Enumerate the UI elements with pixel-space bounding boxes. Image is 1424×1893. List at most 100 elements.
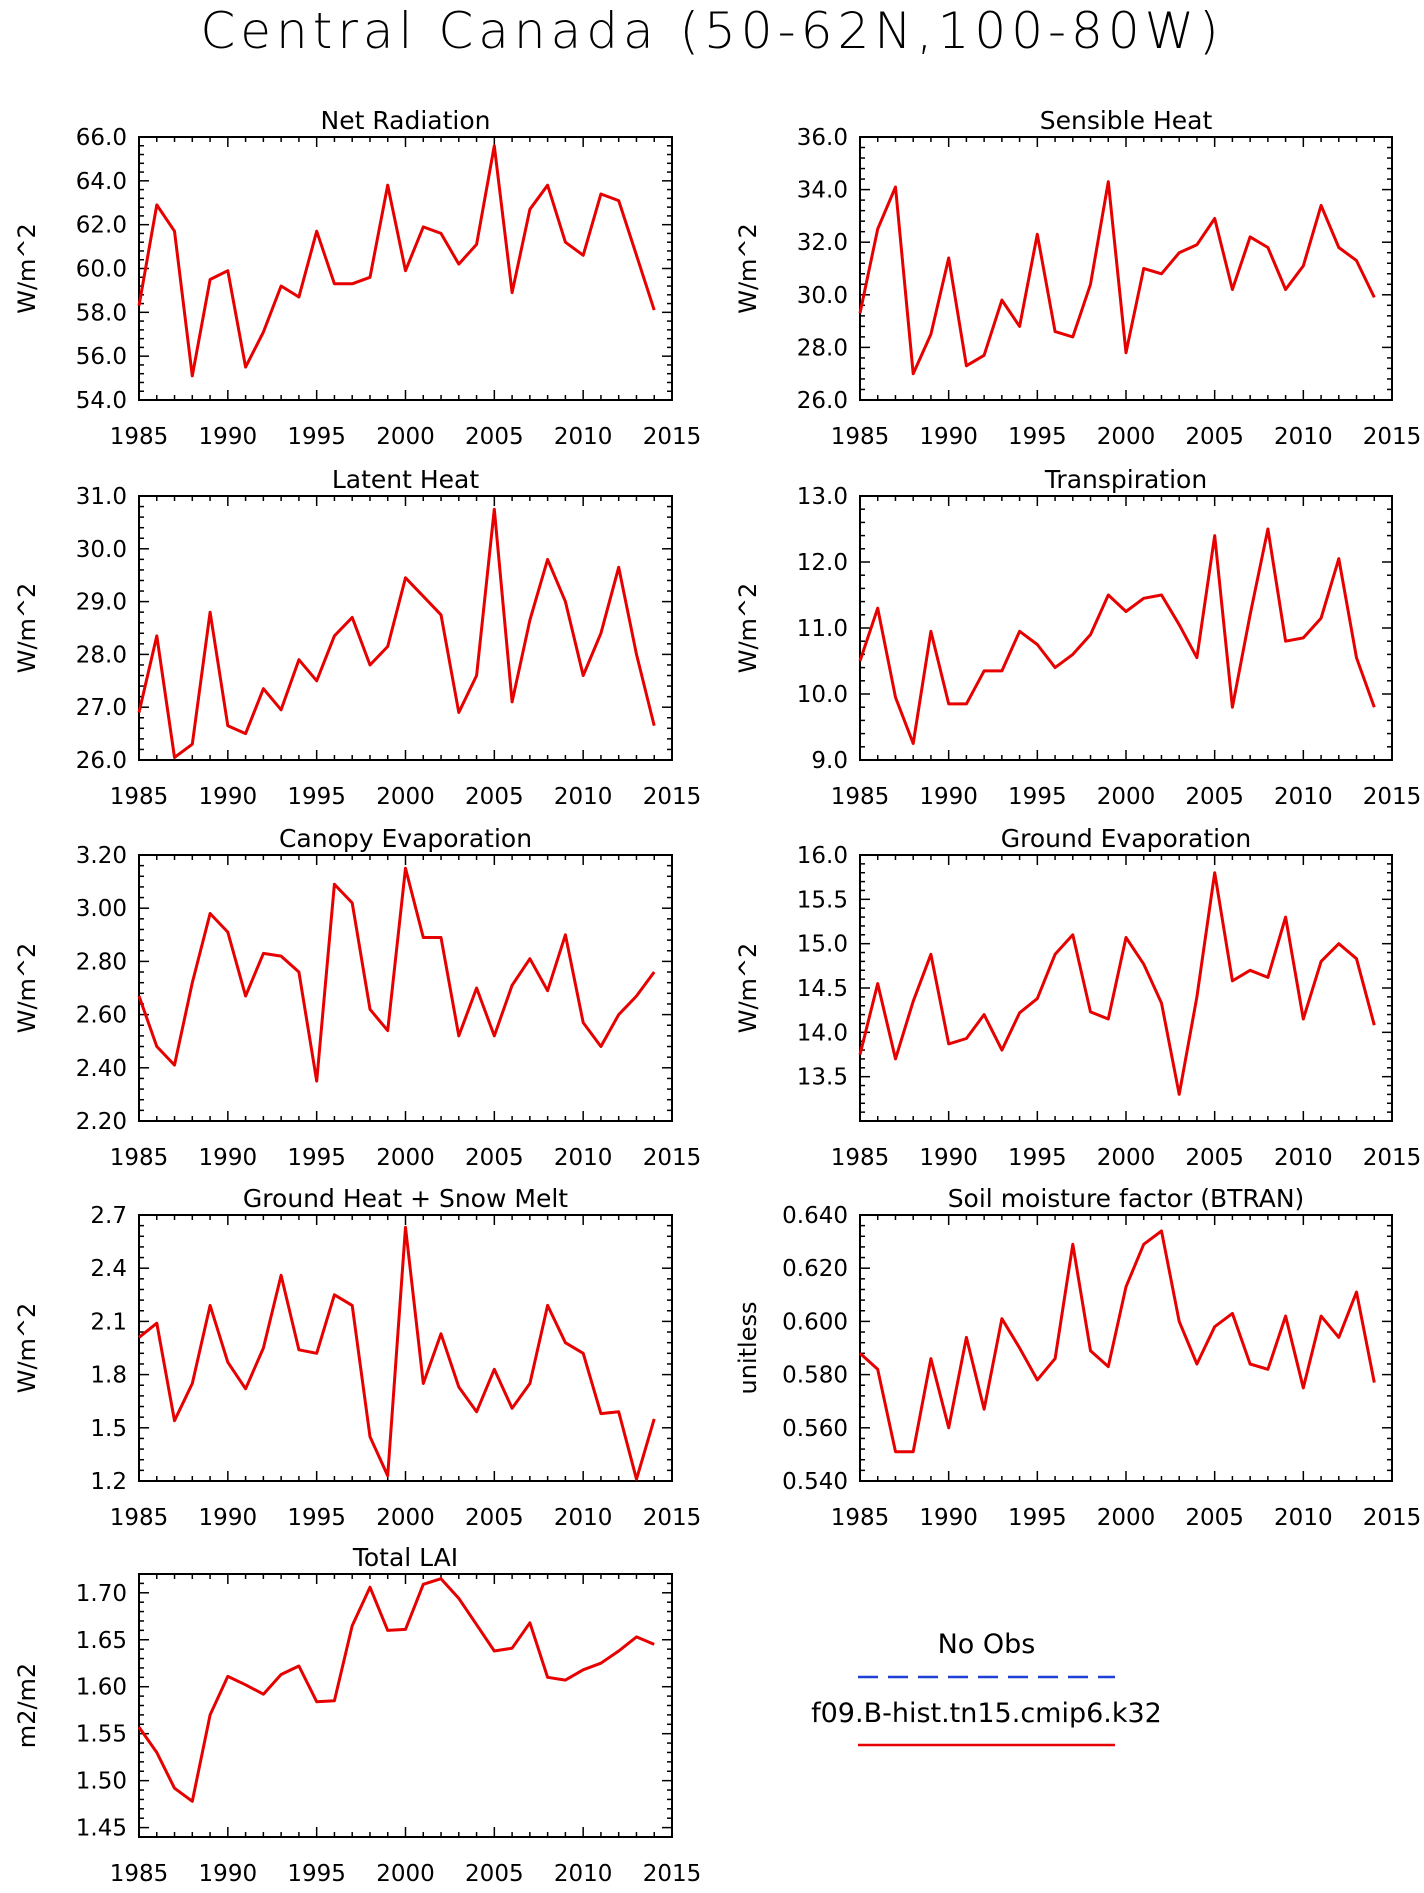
- chart-3-xtick-label: 2010: [554, 784, 613, 810]
- chart-2-xtick-label: 2015: [1363, 424, 1422, 450]
- chart-1-xtick-label: 1995: [287, 424, 346, 450]
- chart-5-xtick-label: 2010: [554, 1145, 613, 1171]
- chart-7-ytick-label: 2.1: [90, 1309, 127, 1335]
- chart-3-ytick-label: 27.0: [76, 695, 127, 721]
- chart-1-ytick-label: 62.0: [76, 213, 127, 239]
- chart-6-ytick-label: 14.0: [797, 1020, 848, 1046]
- chart-5-ytick-label: 2.60: [76, 1003, 127, 1029]
- chart-9-xtick-label: 1985: [110, 1861, 169, 1887]
- chart-1-xtick-label: 2005: [465, 424, 524, 450]
- chart-1-ytick-label: 54.0: [76, 388, 127, 414]
- chart-4-series-line: [858, 527, 1376, 745]
- chart-2-ylabel: W/m^2: [734, 223, 762, 314]
- chart-1-ytick-label: 64.0: [76, 169, 127, 195]
- chart-1-ytick-label: 60.0: [76, 257, 127, 283]
- chart-9-ylabel: m2/m2: [13, 1663, 41, 1748]
- chart-6-ytick-label: 15.5: [797, 887, 848, 913]
- chart-2-ytick-label: 26.0: [797, 388, 848, 414]
- chart-9-xtick-label: 2010: [554, 1861, 613, 1887]
- chart-5-xtick-label: 1995: [287, 1145, 346, 1171]
- chart-3-xtick-label: 1985: [110, 784, 169, 810]
- chart-9-ytick-label: 1.45: [76, 1816, 127, 1842]
- chart-8-title: Soil moisture factor (BTRAN): [948, 1184, 1305, 1213]
- chart-8-ytick-label: 0.560: [782, 1416, 848, 1442]
- legend-label-no-obs: No Obs: [938, 1629, 1036, 1660]
- chart-5-xtick-label: 2015: [643, 1145, 702, 1171]
- chart-4-ytick-label: 12.0: [797, 550, 848, 576]
- chart-8-ytick-label: 0.640: [782, 1203, 848, 1229]
- chart-8-ylabel: unitless: [734, 1302, 762, 1395]
- chart-1-ytick-label: 58.0: [76, 300, 127, 326]
- chart-9-ytick-label: 1.50: [76, 1769, 127, 1795]
- chart-2-xtick-label: 1990: [919, 424, 978, 450]
- chart-4-ytick-label: 9.0: [811, 748, 848, 774]
- chart-7-ytick-label: 2.7: [90, 1203, 127, 1229]
- chart-1-xtick-label: 2010: [554, 424, 613, 450]
- chart-1-series-line: [137, 144, 656, 378]
- chart-6-xtick-label: 1990: [919, 1145, 978, 1171]
- chart-4-xtick-label: 1990: [919, 784, 978, 810]
- chart-4-xtick-label: 2005: [1185, 784, 1244, 810]
- chart-6-ytick-label: 13.5: [797, 1065, 848, 1091]
- chart-9-ytick-label: 1.60: [76, 1675, 127, 1701]
- chart-4-xtick-label: 2000: [1097, 784, 1156, 810]
- chart-3-frame: [138, 495, 673, 761]
- chart-4-xtick-label: 2015: [1363, 784, 1422, 810]
- chart-2-xtick-label: 1985: [831, 424, 890, 450]
- chart-5-series-line: [137, 866, 656, 1083]
- chart-1-xtick-label: 2000: [376, 424, 435, 450]
- chart-5-xtick-label: 1985: [110, 1145, 169, 1171]
- chart-5-xtick-label: 1990: [199, 1145, 258, 1171]
- chart-7-series-line: [138, 1225, 656, 1481]
- chart-7-ytick-label: 1.8: [90, 1363, 127, 1389]
- chart-8-xtick-label: 2005: [1185, 1505, 1244, 1531]
- chart-6-ytick-label: 16.0: [797, 843, 848, 869]
- chart-6-title: Ground Evaporation: [1001, 824, 1251, 853]
- chart-4-ylabel: W/m^2: [734, 583, 762, 674]
- chart-9-series-line: [137, 1577, 655, 1803]
- chart-3-ylabel: W/m^2: [13, 583, 41, 674]
- chart-7-xtick-label: 1985: [110, 1505, 169, 1531]
- chart-8-xtick-label: 1985: [831, 1505, 890, 1531]
- chart-6-series-line: [858, 871, 1376, 1096]
- chart-8-ytick-label: 0.600: [782, 1309, 848, 1335]
- chart-9-xtick-label: 2015: [643, 1861, 702, 1887]
- chart-4-xtick-label: 1995: [1008, 784, 1067, 810]
- chart-8-xtick-label: 2015: [1363, 1505, 1422, 1531]
- chart-3-xtick-label: 2005: [465, 784, 524, 810]
- chart-5-ytick-label: 3.00: [76, 896, 127, 922]
- chart-5-title: Canopy Evaporation: [279, 824, 532, 853]
- chart-5-xtick-label: 2000: [376, 1145, 435, 1171]
- chart-7-ytick-label: 2.4: [90, 1256, 127, 1282]
- chart-5-ylabel: W/m^2: [13, 943, 41, 1034]
- chart-2-ytick-label: 36.0: [797, 125, 848, 151]
- chart-3-ytick-label: 26.0: [76, 748, 127, 774]
- chart-2-frame: [859, 136, 1393, 401]
- chart-2-xtick-label: 2005: [1185, 424, 1244, 450]
- chart-8-series-line: [858, 1229, 1376, 1454]
- chart-4-xtick-label: 2010: [1274, 784, 1333, 810]
- chart-8-ytick-label: 0.620: [782, 1256, 848, 1282]
- chart-5-frame: [138, 854, 673, 1122]
- chart-8-ytick-label: 0.540: [782, 1469, 848, 1495]
- chart-3-xtick-label: 1995: [287, 784, 346, 810]
- chart-7-xtick-label: 1990: [199, 1505, 258, 1531]
- chart-6-xtick-label: 2005: [1185, 1145, 1244, 1171]
- chart-2-xtick-label: 2010: [1274, 424, 1333, 450]
- chart-5-xtick-label: 2005: [465, 1145, 524, 1171]
- chart-7-xtick-label: 2000: [376, 1505, 435, 1531]
- chart-3-xtick-label: 2015: [643, 784, 702, 810]
- chart-3-series-line: [137, 507, 656, 759]
- chart-6-ytick-label: 15.0: [797, 932, 848, 958]
- chart-3-xtick-label: 1990: [199, 784, 258, 810]
- legend-label-model: f09.B-hist.tn15.cmip6.k32: [811, 1698, 1162, 1729]
- chart-6-xtick-label: 2000: [1097, 1145, 1156, 1171]
- chart-3-xtick-label: 2000: [376, 784, 435, 810]
- chart-1-xtick-label: 1990: [199, 424, 258, 450]
- chart-2-title: Sensible Heat: [1040, 106, 1213, 135]
- chart-9-xtick-label: 2000: [376, 1861, 435, 1887]
- chart-4-ytick-label: 10.0: [797, 682, 848, 708]
- chart-8-xtick-label: 1990: [919, 1505, 978, 1531]
- chart-7-ytick-label: 1.5: [90, 1416, 127, 1442]
- chart-1-ylabel: W/m^2: [13, 223, 41, 314]
